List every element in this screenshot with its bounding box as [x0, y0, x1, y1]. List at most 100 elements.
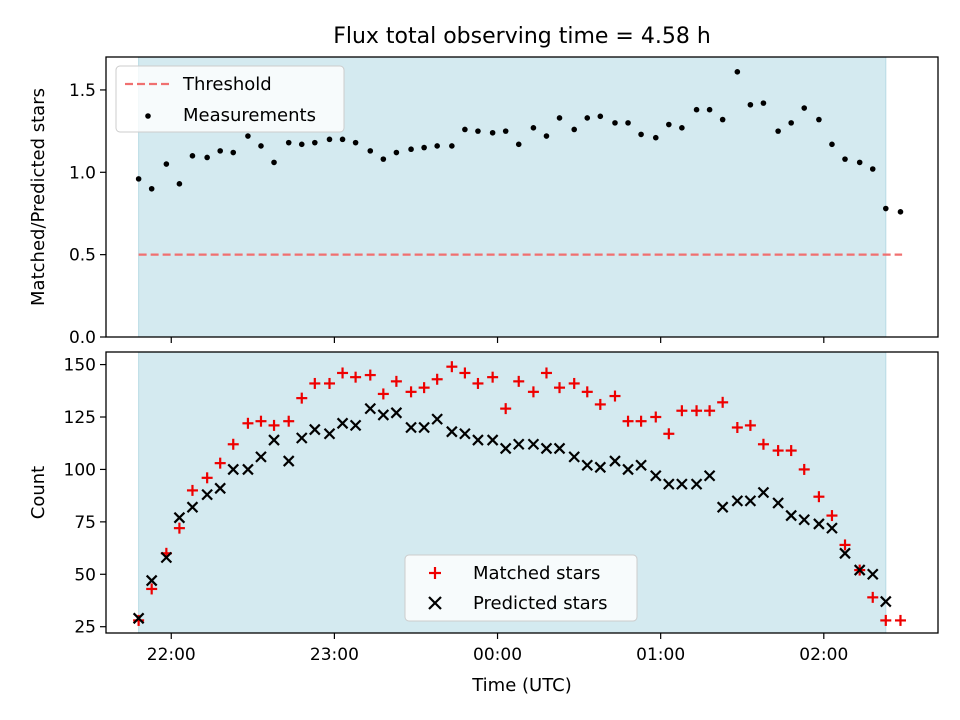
measurement-point — [408, 146, 414, 153]
matched-star-point — [296, 392, 308, 404]
predicted-star-point — [826, 522, 838, 534]
matched-star-point — [227, 438, 239, 450]
predicted-star-point — [540, 442, 553, 455]
predicted-stars-series — [132, 402, 892, 625]
measurement-point — [421, 144, 427, 151]
matched-star-point — [650, 411, 662, 423]
bottom-axes-frame — [105, 351, 939, 634]
predicted-star-point — [798, 513, 811, 526]
measurement-point — [829, 141, 835, 148]
matched-star-point — [459, 367, 471, 379]
predicted-star-point — [282, 455, 295, 467]
y-tick-label: 1.5 — [69, 81, 96, 101]
predicted-star-point — [255, 451, 267, 463]
top-legend-box — [115, 65, 345, 133]
matched-star-point — [364, 369, 376, 381]
measurement-point — [856, 159, 863, 166]
measurement-point — [352, 139, 359, 146]
measurement-point — [339, 136, 346, 143]
x-tick-label: 00:00 — [473, 645, 522, 665]
measurement-point — [475, 128, 481, 134]
top-legend: Threshold Measurements — [115, 65, 345, 133]
matched-star-point — [350, 371, 362, 383]
matched-star-point — [785, 445, 797, 457]
matched-star-point — [255, 415, 267, 427]
measurement-point — [543, 133, 550, 139]
predicted-star-point — [853, 564, 866, 576]
predicted-star-point — [609, 455, 621, 467]
measurement-point — [380, 156, 387, 162]
predicted-star-point — [594, 461, 607, 474]
measurement-point — [515, 141, 522, 148]
measurement-point — [489, 129, 496, 136]
predicted-star-point — [772, 497, 784, 509]
matched-star-point — [663, 428, 675, 440]
matched-star-point — [431, 373, 443, 385]
predicted-star-point — [785, 509, 797, 522]
measurement-point — [367, 148, 374, 154]
predicted-star-point — [186, 501, 199, 513]
bottom-panel: 25 50 75 100 125 150 22:00 23:00 00:00 01:00 02:0… — [28, 351, 939, 696]
matched-star-point — [744, 419, 756, 431]
predicted-star-point — [349, 419, 362, 432]
x-tick-label: 23:00 — [310, 645, 359, 665]
matched-star-point — [581, 386, 593, 398]
matched-star-point — [867, 591, 879, 603]
predicted-star-point — [145, 574, 158, 587]
legend-matched-label: Matched stars — [473, 563, 600, 584]
legend-threshold-label: Threshold — [182, 74, 272, 95]
measurement-point — [176, 181, 183, 187]
matched-star-point — [757, 438, 769, 450]
matched-star-point — [309, 377, 321, 389]
predicted-star-point — [459, 428, 471, 440]
matched-star-point — [594, 398, 606, 410]
measurement-point — [706, 106, 713, 113]
bottom-legend: Matched stars Predicted stars — [404, 554, 638, 622]
predicted-star-point — [716, 501, 729, 513]
y-tick-label: 150 — [64, 356, 96, 376]
matched-star-point — [268, 419, 280, 431]
x-axis-label: Time (UTC) — [471, 675, 572, 696]
predicted-star-point — [242, 463, 254, 476]
predicted-star-point — [377, 409, 390, 421]
predicted-star-point — [866, 568, 879, 581]
matched-star-point — [446, 361, 458, 373]
matched-star-point — [405, 386, 417, 398]
top-axes-frame — [105, 56, 939, 338]
matched-star-point — [813, 491, 825, 503]
matched-star-point — [894, 614, 906, 626]
predicted-star-point — [173, 511, 186, 524]
x-tick-label: 22:00 — [147, 645, 196, 665]
matched-star-point — [513, 375, 525, 387]
matched-stars-series — [133, 361, 906, 626]
predicted-star-point — [663, 478, 675, 490]
y-tick-label: 25 — [74, 618, 96, 638]
matched-star-point — [717, 396, 729, 408]
matched-star-point — [609, 390, 621, 402]
predicted-star-point — [635, 459, 647, 472]
predicted-star-point — [839, 547, 851, 560]
matched-star-point — [173, 522, 185, 534]
predicted-star-point — [744, 495, 757, 507]
legend-predicted-label: Predicted stars — [473, 593, 607, 614]
measurement-point — [556, 115, 563, 121]
measurement-point — [584, 115, 591, 121]
measurement-point — [882, 205, 889, 212]
predicted-star-point — [472, 434, 484, 446]
measurement-point — [869, 166, 876, 172]
measurement-point — [760, 100, 767, 106]
predicted-star-point — [295, 432, 308, 444]
predicted-star-point — [160, 551, 173, 564]
predicted-star-point — [405, 421, 417, 434]
legend-matched-swatch — [429, 567, 441, 579]
predicted-star-point — [486, 434, 499, 446]
top-x-axis-ticks — [170, 337, 825, 343]
y-tick-label: 75 — [74, 513, 96, 533]
predicted-star-point — [813, 518, 825, 530]
measurement-point — [462, 126, 468, 133]
matched-star-point — [201, 472, 213, 484]
measurement-point — [393, 149, 400, 156]
measurement-point — [230, 149, 237, 156]
y-tick-label: 100 — [64, 460, 96, 480]
measurement-point — [245, 133, 251, 139]
